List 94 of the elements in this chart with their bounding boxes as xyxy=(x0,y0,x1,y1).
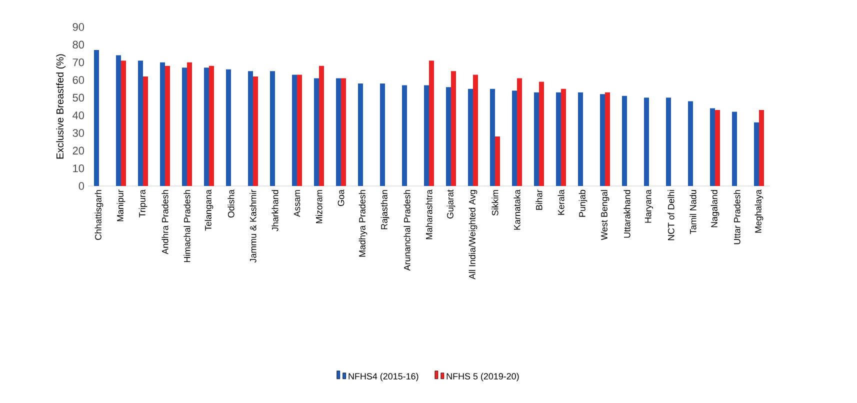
x-tick-label: Madhya Pradesh xyxy=(358,190,368,257)
bar xyxy=(644,98,650,186)
bar xyxy=(402,85,408,186)
bar xyxy=(358,84,364,186)
legend-label: NFHS 5 (2019-20) xyxy=(446,372,519,382)
x-tick-label: Mizoram xyxy=(316,190,322,224)
bar xyxy=(688,101,694,186)
bar xyxy=(380,84,386,186)
x-tick-label: Chhattisgarh xyxy=(94,190,104,240)
bar xyxy=(204,68,209,186)
bar xyxy=(451,71,456,186)
x-tick-label: Tripura xyxy=(138,190,148,218)
y-tick-label: 30 xyxy=(72,129,84,137)
bar xyxy=(622,96,628,186)
x-tick-label: Rajasthan xyxy=(380,190,390,230)
bar xyxy=(292,74,298,186)
x-tick-label: Bihar xyxy=(536,190,542,210)
bar xyxy=(715,110,720,186)
bar xyxy=(187,62,192,186)
y-tick-label: 40 xyxy=(72,111,84,120)
x-tick-label: Karnataka xyxy=(514,190,520,230)
x-tick-label: Nagaland xyxy=(710,190,720,228)
x-tick-label: Sikkim xyxy=(492,190,498,216)
bar xyxy=(490,88,496,186)
bar xyxy=(495,136,500,186)
x-tick-label: Andhra Pradesh xyxy=(162,190,168,254)
x-tick-label: All India/Weighted Avg xyxy=(468,190,478,280)
bar xyxy=(561,88,566,186)
bar xyxy=(512,90,518,186)
bar xyxy=(121,60,126,186)
x-tick-label: Telangana xyxy=(204,190,214,231)
bar xyxy=(600,94,606,186)
y-tick-label: 70 xyxy=(72,58,84,66)
x-tick-label: Tamil Nadu xyxy=(690,190,696,234)
bar xyxy=(270,71,276,186)
bar xyxy=(754,122,760,186)
x-tick-label: Assam xyxy=(294,190,300,217)
bar xyxy=(473,74,478,186)
bar xyxy=(517,78,522,186)
bar xyxy=(732,112,738,186)
x-tick-label: Haryana xyxy=(644,190,654,223)
bar xyxy=(468,88,474,186)
y-tick-label: 20 xyxy=(72,146,84,155)
x-tick-label: Himachal Pradesh xyxy=(184,190,190,262)
bar xyxy=(94,50,99,186)
bar xyxy=(314,78,320,186)
y-tick-label: 90 xyxy=(72,23,84,31)
bar xyxy=(666,98,672,186)
x-tick-label: Manipur xyxy=(116,190,126,222)
bar xyxy=(556,92,562,186)
y-tick-label: 10 xyxy=(73,164,84,172)
x-tick-label: Punjab xyxy=(578,190,588,217)
x-tick-label: Jammu & Kashmir xyxy=(250,190,256,263)
bar xyxy=(248,71,254,186)
bar xyxy=(710,108,716,186)
bar xyxy=(143,76,148,186)
bar xyxy=(539,82,544,186)
bar xyxy=(253,76,258,186)
x-tick-label: Arunanchal Pradesh xyxy=(404,190,410,271)
bar xyxy=(319,66,324,186)
bar xyxy=(297,74,302,186)
bar xyxy=(116,55,121,186)
x-tick-label: Maharashtra xyxy=(426,190,432,240)
x-tick-label: Uttarakhand xyxy=(624,190,630,238)
y-tick-label: 50 xyxy=(72,94,84,102)
bar xyxy=(341,78,346,186)
bar xyxy=(605,92,610,186)
bar xyxy=(424,85,430,186)
bar xyxy=(226,69,232,186)
bar xyxy=(759,110,764,186)
bar xyxy=(578,92,584,186)
x-tick-label: Odisha xyxy=(228,190,234,218)
bar xyxy=(446,87,452,186)
bar xyxy=(138,60,143,186)
x-tick-label: Goa xyxy=(338,190,344,206)
y-axis-title: Exclusive Breastfed (%) xyxy=(56,54,66,159)
legend-label: NFHS4 (2015-16) xyxy=(348,372,418,382)
y-tick-label: 60 xyxy=(72,76,84,84)
bar xyxy=(160,62,165,186)
bar xyxy=(534,92,540,186)
y-tick-label: 0 xyxy=(78,182,84,190)
x-tick-label: Kerala xyxy=(558,190,564,215)
x-tick-label: West Bengal xyxy=(600,190,610,240)
x-tick-label: Jharkhand xyxy=(272,190,278,232)
bar xyxy=(336,78,342,186)
x-tick-label: Uttar Pradesh xyxy=(734,190,740,244)
bar xyxy=(209,66,214,186)
y-tick-label: 80 xyxy=(72,40,84,49)
bar xyxy=(165,66,170,186)
x-tick-label: Meghalaya xyxy=(754,190,764,233)
bar xyxy=(182,68,187,186)
bar xyxy=(429,60,434,186)
x-tick-label: Gujarat xyxy=(446,190,456,218)
x-tick-label: NCT of Delhi xyxy=(668,190,674,240)
